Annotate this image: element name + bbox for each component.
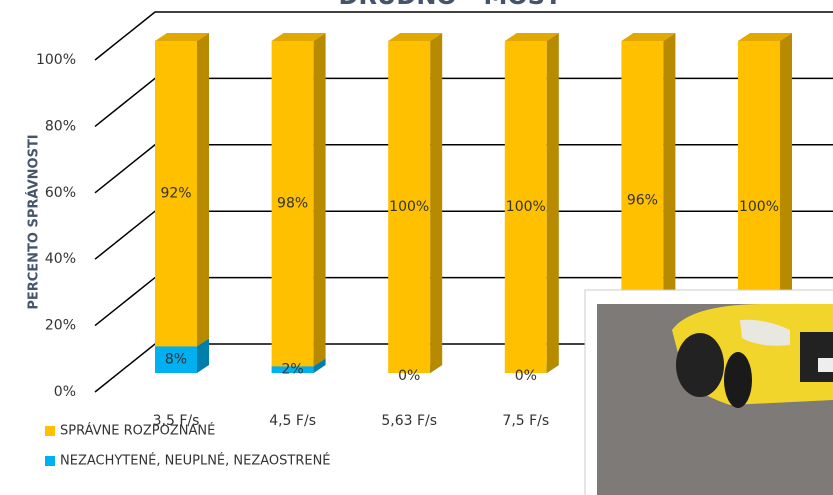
data-label: 100% — [389, 199, 429, 215]
bar-top — [388, 33, 443, 41]
bar-top — [155, 33, 209, 41]
bar-top — [504, 33, 559, 41]
bar — [388, 33, 443, 373]
photo-plate — [818, 358, 833, 372]
bar-side — [780, 33, 792, 373]
data-label: 100% — [739, 199, 779, 215]
bar-front — [271, 366, 314, 373]
data-label: 2% — [281, 362, 303, 378]
photo-inset — [584, 289, 833, 495]
bar-front — [155, 41, 197, 347]
y-tick-label: 0% — [54, 384, 76, 400]
legend-swatch — [45, 456, 55, 466]
x-tick-label: 7,5 F/s — [502, 413, 549, 429]
bar — [155, 33, 209, 347]
legend-swatch — [45, 426, 55, 436]
photo-wheel — [724, 352, 752, 408]
y-tick-label: 20% — [45, 318, 76, 334]
bar-side — [197, 338, 209, 373]
photo-grille — [800, 332, 833, 382]
y-tick-label: 60% — [45, 185, 76, 201]
bar-front — [504, 41, 547, 373]
bar-side — [313, 358, 326, 373]
bar-side — [313, 33, 326, 367]
data-label: 98% — [277, 196, 308, 212]
bar-side — [663, 33, 676, 360]
legend-label: NEZACHYTENÉ, NEUPLNÉ, NEZAOSTRENÉ — [60, 453, 331, 469]
bar-side — [430, 33, 443, 373]
legend: SPRÁVNE ROZPOZNANÉ NEZACHYTENÉ, NEUPLNÉ, … — [45, 423, 331, 469]
x-tick-label: 3,5 F/s — [153, 413, 200, 429]
y-tick-label: 80% — [45, 118, 76, 134]
data-label: 0% — [515, 368, 537, 384]
bar-side — [546, 33, 559, 373]
legend-label: SPRÁVNE ROZPOZNANÉ — [60, 423, 215, 439]
photo-headlight — [740, 319, 790, 346]
x-tick-label: 4,5 F/s — [269, 413, 316, 429]
bar-side — [197, 33, 209, 347]
bar-top — [271, 33, 326, 41]
y-tick-label: 40% — [45, 251, 76, 267]
bar-top — [621, 33, 676, 41]
data-label: 8% — [165, 352, 187, 368]
y-axis-title: PERCENTO SPRÁVNOSTI — [26, 134, 42, 309]
bar-top — [738, 33, 792, 41]
data-label: 0% — [398, 368, 420, 384]
bar-front — [388, 41, 431, 373]
chart-title: DRUDNO - MOST — [339, 0, 563, 10]
bar-front — [155, 346, 197, 373]
bar-front — [271, 41, 314, 367]
data-label: 96% — [627, 192, 658, 208]
photo-wheel — [676, 333, 724, 397]
grid-line — [94, 11, 833, 61]
x-tick-label: 5,63 F/s — [381, 413, 437, 429]
y-tick-label: 100% — [36, 52, 76, 68]
data-label: 92% — [160, 186, 191, 202]
bar — [504, 33, 559, 373]
bar — [271, 33, 326, 367]
data-label: 100% — [506, 199, 546, 215]
